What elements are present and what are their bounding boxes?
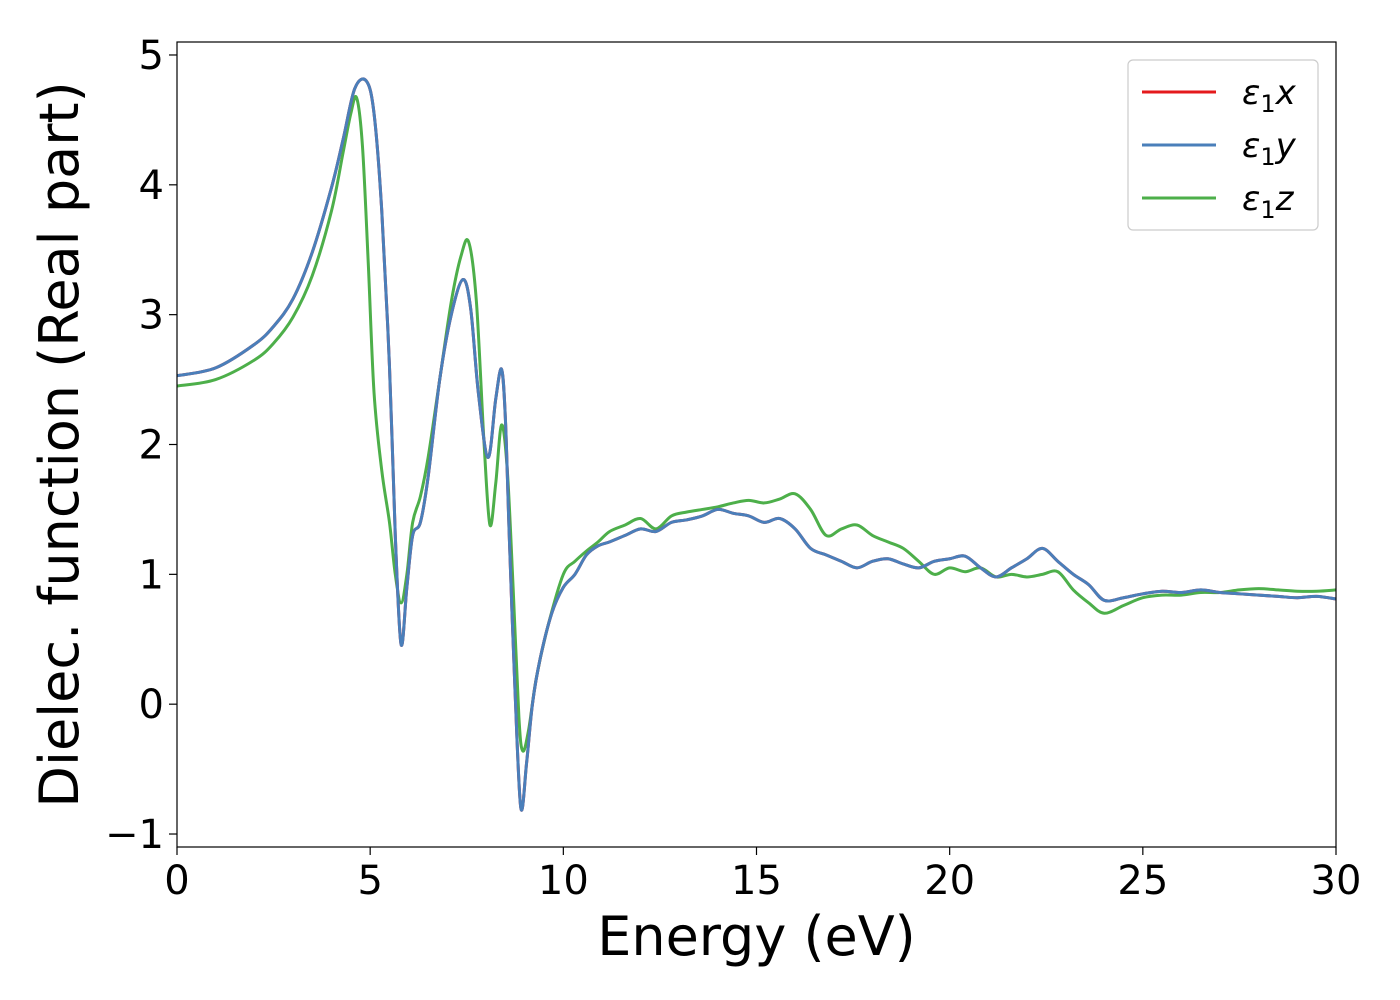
legend-entry: ε1z [1242,179,1295,224]
legend-component: y [1275,126,1297,166]
y-axis-label: Dielec. function (Real part) [28,81,91,807]
legend-component: z [1275,179,1295,219]
legend-symbol: ε [1242,179,1260,219]
x-tick-label: 20 [924,858,975,904]
y-tick-label: 1 [139,552,164,598]
y-tick-label: 5 [139,33,164,79]
y-tick-label: −1 [105,812,164,858]
y-tick-label: 0 [139,682,164,728]
legend-subscript: 1 [1260,90,1275,118]
x-tick-label: 15 [731,858,782,904]
y-tick-label: 3 [139,293,164,339]
legend-frame [1127,59,1319,231]
x-tick-label: 5 [357,858,382,904]
series-line-y [177,77,1336,812]
series-line-z [177,95,1336,753]
x-tick-label: 30 [1311,858,1362,904]
y-axis: −1 0 1 2 3 4 5 [105,33,177,858]
x-tick-label: 25 [1117,858,1168,904]
legend-symbol: ε [1242,73,1260,113]
x-tick-label: 0 [164,858,189,904]
x-axis-label: Energy (eV) [597,905,916,968]
y-tick-label: 4 [139,163,164,209]
x-tick-label: 10 [538,858,589,904]
y-tick-label: 2 [139,423,164,469]
legend-symbol: ε [1242,126,1260,166]
legend-subscript: 1 [1260,196,1275,224]
legend-entry: ε1x [1242,73,1297,118]
legend-entry: ε1y [1242,126,1297,171]
plot-area [177,77,1336,812]
legend-subscript: 1 [1260,143,1275,171]
legend-component: x [1275,73,1297,113]
x-axis: 0 5 10 15 20 25 30 [164,847,1361,904]
